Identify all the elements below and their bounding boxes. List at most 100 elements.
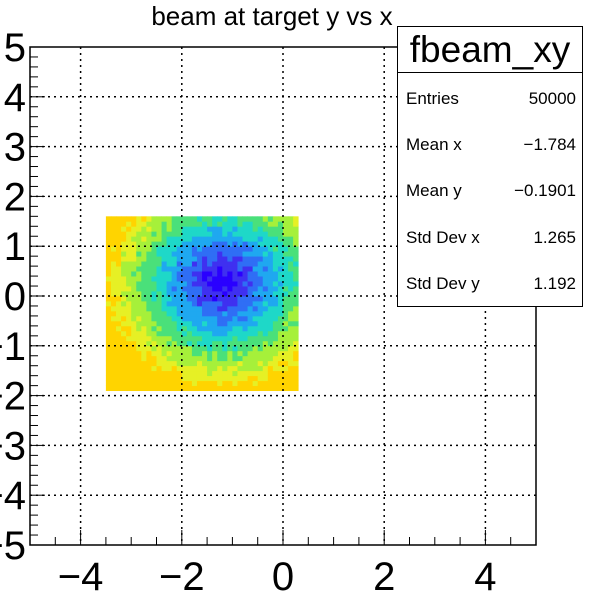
heatmap-cell bbox=[267, 266, 274, 272]
heatmap-cell bbox=[262, 345, 269, 352]
heatmap-cell bbox=[237, 310, 243, 317]
heatmap-cell bbox=[131, 251, 137, 257]
heatmap-cell bbox=[237, 276, 243, 282]
heatmap-cell bbox=[166, 276, 173, 282]
heatmap-cell bbox=[176, 365, 183, 372]
heatmap-cell bbox=[257, 231, 264, 237]
heatmap-cell bbox=[242, 261, 248, 267]
heatmap-cell bbox=[186, 300, 193, 307]
heatmap-cell bbox=[186, 310, 193, 317]
heatmap-cell bbox=[207, 350, 213, 357]
heatmap-cell bbox=[116, 271, 122, 277]
heatmap-cell bbox=[121, 355, 127, 362]
heatmap-cell bbox=[171, 370, 178, 377]
heatmap-cell bbox=[252, 226, 259, 232]
heatmap-cell bbox=[217, 305, 223, 312]
heatmap-cell bbox=[222, 216, 228, 222]
heatmap-cell bbox=[237, 256, 243, 262]
heatmap-cell bbox=[232, 300, 238, 307]
heatmap-cell bbox=[141, 385, 147, 392]
heatmap-cell bbox=[202, 271, 208, 277]
heatmap-cell bbox=[121, 286, 127, 292]
heatmap-cell bbox=[181, 291, 188, 297]
heatmap-cell bbox=[136, 231, 142, 237]
heatmap-cell bbox=[136, 281, 142, 287]
heatmap-cell bbox=[156, 271, 162, 277]
heatmap-cell bbox=[217, 325, 223, 332]
heatmap-cell bbox=[212, 266, 218, 272]
heatmap-cell bbox=[126, 221, 132, 227]
heatmap-cell bbox=[237, 241, 243, 247]
heatmap-cell bbox=[151, 350, 157, 357]
heatmap-cell bbox=[272, 345, 279, 352]
heatmap-cell bbox=[116, 261, 122, 267]
heatmap-cell bbox=[186, 251, 193, 257]
heatmap-cell bbox=[196, 320, 203, 327]
heatmap-cell bbox=[171, 350, 178, 357]
heatmap-cell bbox=[222, 345, 228, 352]
heatmap-cell bbox=[110, 330, 117, 337]
heatmap-cell bbox=[277, 370, 284, 377]
heatmap-cell bbox=[151, 271, 157, 277]
heatmap-cell bbox=[196, 216, 203, 222]
heatmap-cell bbox=[288, 385, 294, 392]
heatmap-cell bbox=[110, 345, 117, 352]
heatmap-cell bbox=[161, 261, 168, 267]
heatmap-cell bbox=[116, 380, 122, 387]
heatmap-cell bbox=[207, 365, 213, 372]
heatmap-cell bbox=[272, 246, 279, 252]
heatmap-cell bbox=[191, 246, 198, 252]
heatmap-cell bbox=[202, 335, 208, 342]
heatmap-cell bbox=[262, 256, 269, 262]
heatmap-cell bbox=[288, 340, 294, 347]
heatmap-cell bbox=[207, 266, 213, 272]
heatmap-cell bbox=[222, 325, 228, 332]
heatmap-cell bbox=[262, 350, 269, 357]
heatmap-cell bbox=[141, 320, 147, 327]
heatmap-cell bbox=[202, 365, 208, 372]
heatmap-cell bbox=[171, 300, 178, 307]
heatmap-cell bbox=[262, 310, 269, 317]
heatmap-cell bbox=[161, 355, 168, 362]
heatmap-cell bbox=[227, 370, 233, 377]
heatmap-cell bbox=[242, 325, 248, 332]
heatmap-cell bbox=[186, 226, 193, 232]
heatmap-cell bbox=[227, 355, 233, 362]
heatmap-cell bbox=[110, 271, 117, 277]
heatmap-cell bbox=[110, 276, 117, 282]
heatmap-cell bbox=[227, 360, 233, 367]
heatmap-cell bbox=[237, 291, 243, 297]
heatmap-cell bbox=[202, 241, 208, 247]
heatmap-cell bbox=[207, 355, 213, 362]
heatmap-cell bbox=[277, 286, 284, 292]
heatmap-cell bbox=[283, 320, 289, 327]
heatmap-cell bbox=[136, 340, 142, 347]
heatmap-cell bbox=[222, 380, 228, 387]
heatmap-cell bbox=[121, 300, 127, 307]
heatmap-cell bbox=[105, 276, 112, 282]
heatmap-cell bbox=[166, 305, 173, 312]
heatmap-cell bbox=[217, 296, 223, 302]
heatmap-cell bbox=[191, 355, 198, 362]
heatmap-cell bbox=[151, 365, 157, 372]
heatmap-cell bbox=[151, 360, 157, 367]
heatmap-cell bbox=[161, 286, 168, 292]
heatmap-cell bbox=[252, 345, 259, 352]
heatmap-cell bbox=[181, 256, 188, 262]
heatmap-cell bbox=[121, 305, 127, 312]
heatmap-cell bbox=[277, 340, 284, 347]
heatmap-cell bbox=[136, 296, 142, 302]
heatmap-cell bbox=[288, 291, 294, 297]
heatmap-cell bbox=[232, 216, 238, 222]
heatmap-cell bbox=[237, 236, 243, 242]
heatmap-cell bbox=[272, 335, 279, 342]
heatmap-cell bbox=[186, 271, 193, 277]
heatmap-cell bbox=[277, 276, 284, 282]
heatmap-cell bbox=[262, 370, 269, 377]
heatmap-cell bbox=[207, 345, 213, 352]
heatmap-cell bbox=[237, 271, 243, 277]
heatmap-cell bbox=[196, 365, 203, 372]
heatmap-cell bbox=[136, 380, 142, 387]
heatmap-cell bbox=[212, 236, 218, 242]
heatmap-cell bbox=[105, 281, 112, 287]
